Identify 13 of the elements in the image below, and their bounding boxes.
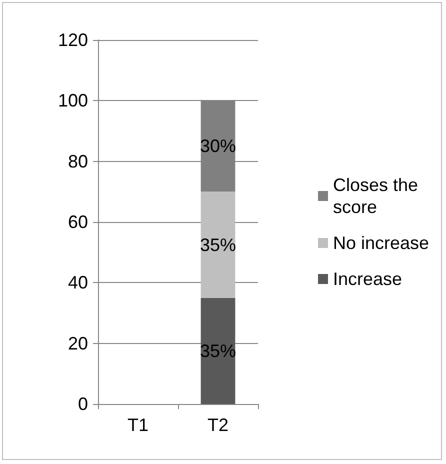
y-tick-label: 20	[68, 333, 88, 354]
y-tick-label: 100	[58, 90, 88, 111]
y-tick-label: 40	[68, 272, 88, 293]
x-tick-label: T2	[207, 415, 229, 435]
legend-label: No increase	[333, 233, 430, 253]
legend-label: Increase	[333, 269, 402, 289]
y-tick-label: 120	[58, 30, 88, 50]
y-tick-label: 80	[68, 151, 88, 172]
y-tick-label: 0	[78, 394, 88, 414]
x-tick-label: T1	[127, 415, 149, 435]
legend-label: Closes the score	[333, 175, 424, 217]
y-tick-label: 60	[68, 212, 88, 232]
data-label: 35%	[200, 234, 236, 255]
